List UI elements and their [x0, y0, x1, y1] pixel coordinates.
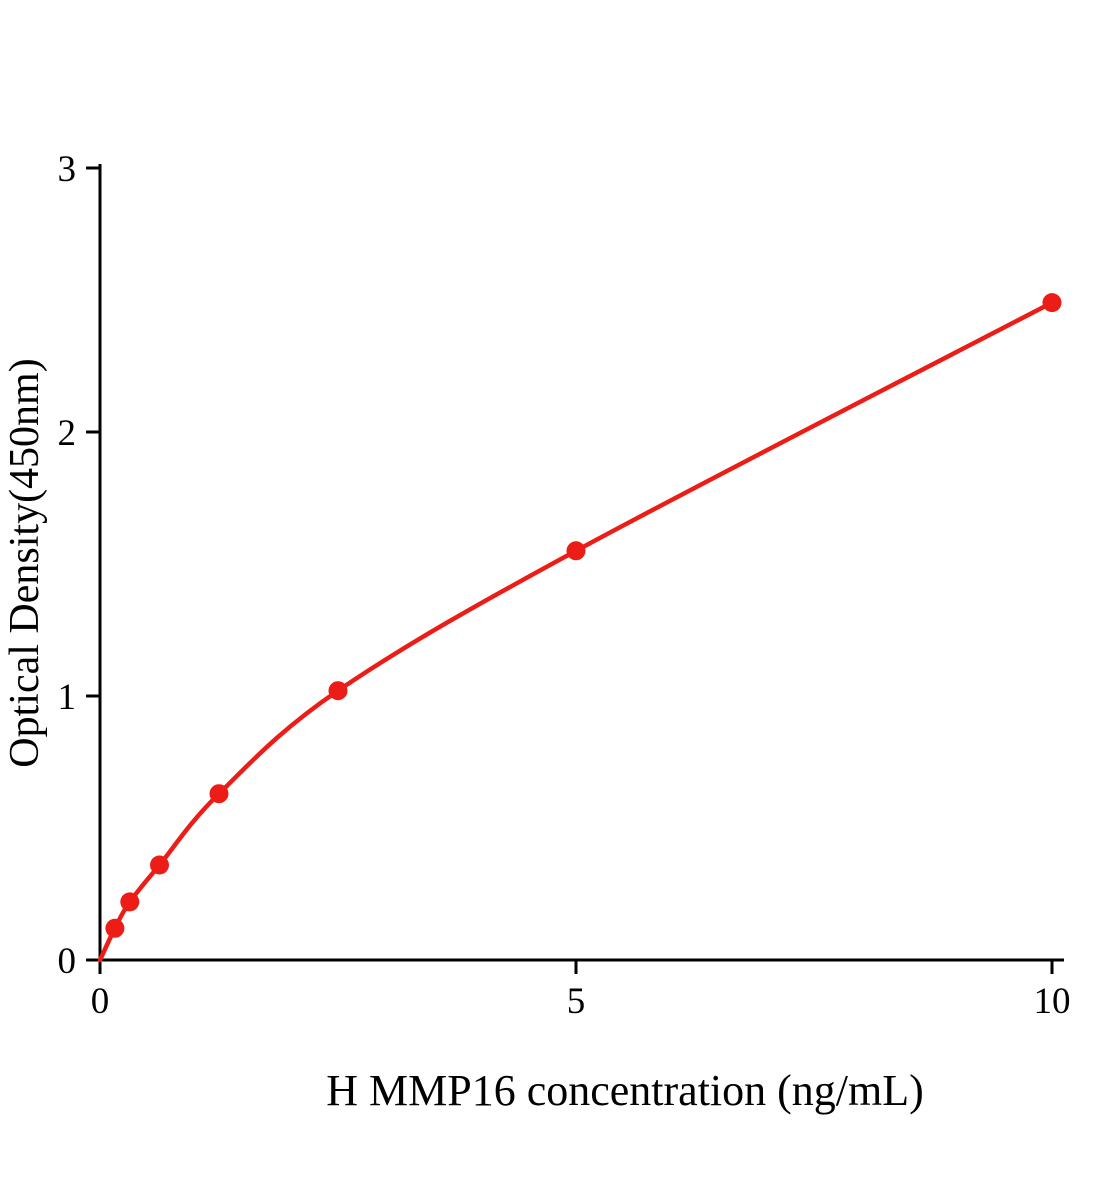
x-tick-label: 0 [91, 981, 110, 1022]
y-tick-label: 2 [58, 413, 77, 454]
x-tick-label: 10 [1034, 981, 1071, 1022]
data-point [328, 681, 348, 701]
y-axis-title: Optical Density(450nm) [2, 358, 48, 767]
x-tick-label: 5 [567, 981, 586, 1022]
y-tick-label: 0 [58, 941, 77, 982]
x-axis-title: H MMP16 concentration (ng/mL) [326, 1066, 924, 1115]
data-point [209, 784, 229, 804]
data-point [150, 855, 169, 875]
data-points [105, 293, 1062, 938]
y-ticks: 0 1 2 3 [58, 149, 100, 982]
data-point [120, 892, 140, 912]
data-point [1042, 293, 1062, 313]
data-point [105, 918, 125, 938]
fit-curve [97, 300, 1055, 963]
y-tick-label: 3 [58, 149, 77, 190]
x-ticks: 0 5 10 [91, 960, 1071, 1022]
y-tick-label: 1 [58, 677, 77, 718]
data-point [566, 541, 586, 561]
